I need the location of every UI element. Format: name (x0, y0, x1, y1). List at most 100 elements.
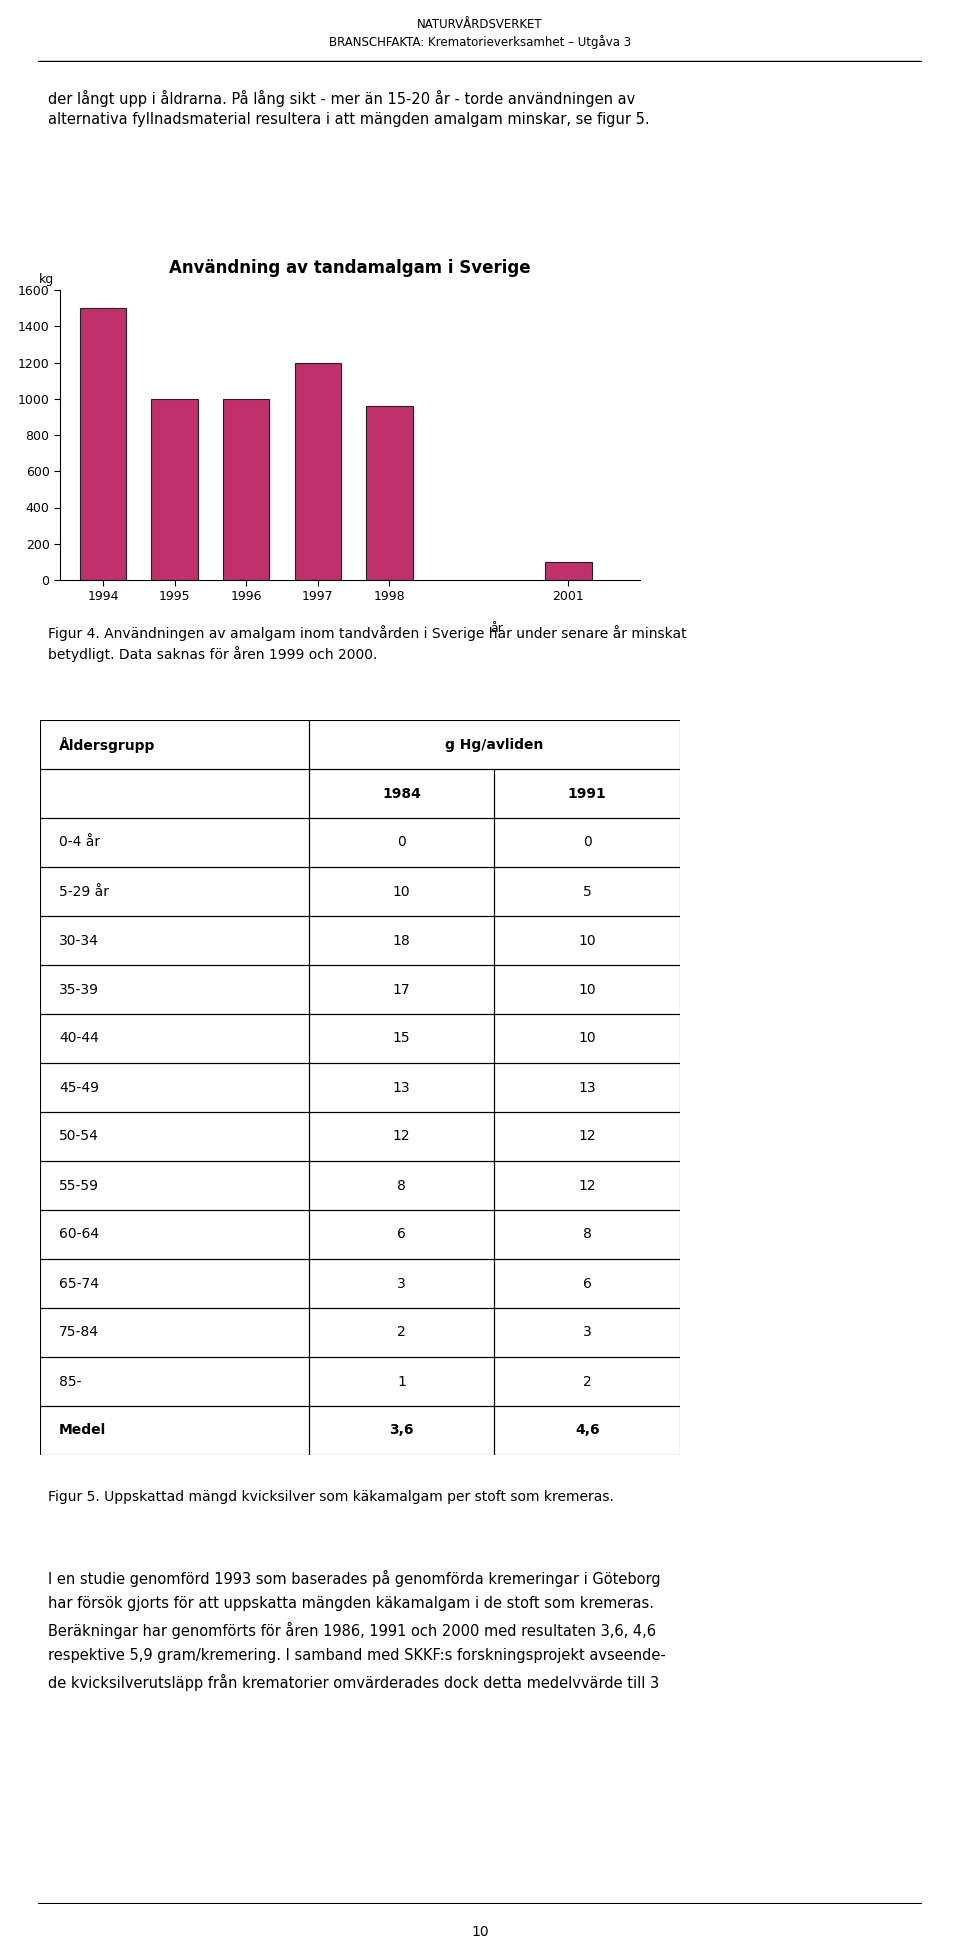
Bar (40, 1407, 309, 1456)
Text: 10: 10 (471, 1926, 489, 1939)
Text: Medel: Medel (60, 1424, 107, 1438)
Text: 3,6: 3,6 (390, 1424, 414, 1438)
Text: Åldersgrupp: Åldersgrupp (60, 737, 156, 752)
Text: 12: 12 (578, 1179, 596, 1193)
Bar (309, 721, 680, 770)
Text: 15: 15 (393, 1032, 411, 1046)
Bar (40, 1113, 309, 1162)
Text: 4,6: 4,6 (575, 1424, 599, 1438)
Text: 3: 3 (397, 1277, 406, 1291)
Bar (40, 819, 309, 868)
Bar (309, 1064, 494, 1113)
Bar (309, 1113, 494, 1162)
Bar (309, 868, 494, 917)
Bar (40, 721, 309, 770)
Text: 12: 12 (578, 1130, 596, 1144)
Bar (494, 966, 680, 1015)
Text: år: år (491, 621, 503, 635)
Text: 45-49: 45-49 (60, 1081, 99, 1095)
Bar (40, 1064, 309, 1113)
Text: 0: 0 (397, 835, 406, 850)
Bar (494, 1309, 680, 1358)
Bar (40, 1162, 309, 1211)
Bar (494, 1015, 680, 1064)
Text: 65-74: 65-74 (60, 1277, 99, 1291)
Text: 0: 0 (583, 835, 591, 850)
Bar (309, 1309, 494, 1358)
Bar (40, 1309, 309, 1358)
Text: 60-64: 60-64 (60, 1228, 99, 1242)
Title: Användning av tandamalgam i Sverige: Användning av tandamalgam i Sverige (169, 259, 531, 278)
Text: 55-59: 55-59 (60, 1179, 99, 1193)
Bar (40, 917, 309, 966)
Text: 50-54: 50-54 (60, 1130, 99, 1144)
Text: respektive 5,9 gram/kremering. I samband med SKKF:s forskningsprojekt avseende-: respektive 5,9 gram/kremering. I samband… (48, 1648, 665, 1663)
Bar (366, 406, 413, 580)
Bar (309, 770, 494, 819)
Text: Figur 5. Uppskattad mängd kvicksilver som käkamalgam per stoft som kremeras.: Figur 5. Uppskattad mängd kvicksilver so… (48, 1491, 613, 1505)
Bar (40, 1358, 309, 1407)
Bar (40, 868, 309, 917)
Bar (494, 770, 680, 819)
Bar (309, 819, 494, 868)
Bar (494, 917, 680, 966)
Bar (40, 770, 309, 819)
Text: 10: 10 (578, 1032, 596, 1046)
Bar (494, 1358, 680, 1407)
Text: Figur 4. Användningen av amalgam inom tandvården i Sverige har under senare år m: Figur 4. Användningen av amalgam inom ta… (48, 625, 686, 662)
Text: Beräkningar har genomförts för åren 1986, 1991 och 2000 med resultaten 3,6, 4,6: Beräkningar har genomförts för åren 1986… (48, 1622, 656, 1640)
Bar (295, 362, 341, 580)
Bar (309, 1260, 494, 1309)
Text: 10: 10 (578, 983, 596, 997)
Bar (40, 1015, 309, 1064)
Bar (309, 966, 494, 1015)
Bar (40, 1260, 309, 1309)
Text: kg: kg (38, 274, 54, 286)
Bar (309, 1211, 494, 1260)
Text: 5-29 år: 5-29 år (60, 885, 109, 899)
Text: 8: 8 (583, 1228, 591, 1242)
Text: de kvicksilverutsläpp från krematorier omvärderades dock detta medelvvärde till : de kvicksilverutsläpp från krematorier o… (48, 1675, 660, 1691)
Bar (80, 308, 126, 580)
Bar (152, 400, 198, 580)
Bar (494, 1064, 680, 1113)
Bar (494, 1211, 680, 1260)
Text: 40-44: 40-44 (60, 1032, 99, 1046)
Text: 13: 13 (393, 1081, 411, 1095)
Bar (40, 1211, 309, 1260)
Text: 10: 10 (393, 885, 411, 899)
Text: g Hg/avliden: g Hg/avliden (445, 737, 543, 752)
Bar (494, 868, 680, 917)
Text: 5: 5 (583, 885, 591, 899)
Text: 12: 12 (393, 1130, 411, 1144)
Bar (223, 400, 270, 580)
Bar (545, 562, 591, 580)
Bar (309, 917, 494, 966)
Bar (309, 1162, 494, 1211)
Text: 2: 2 (397, 1326, 406, 1340)
Bar (494, 1162, 680, 1211)
Text: 6: 6 (583, 1277, 591, 1291)
Bar (40, 966, 309, 1015)
Text: BRANSCHFAKTA: Krematorieverksamhet – Utgåva 3: BRANSCHFAKTA: Krematorieverksamhet – Utg… (329, 35, 631, 49)
Text: 2: 2 (583, 1375, 591, 1389)
Text: 35-39: 35-39 (60, 983, 99, 997)
Text: 6: 6 (397, 1228, 406, 1242)
Bar (494, 819, 680, 868)
Bar (494, 1260, 680, 1309)
Text: 30-34: 30-34 (60, 934, 99, 948)
Text: 3: 3 (583, 1326, 591, 1340)
Bar (494, 1113, 680, 1162)
Bar (309, 1358, 494, 1407)
Text: 0-4 år: 0-4 år (60, 835, 101, 850)
Text: 1991: 1991 (567, 786, 607, 801)
Text: 85-: 85- (60, 1375, 82, 1389)
Text: 10: 10 (578, 934, 596, 948)
Bar (309, 1407, 494, 1456)
Text: 1984: 1984 (382, 786, 421, 801)
Text: 17: 17 (393, 983, 411, 997)
Text: 1: 1 (397, 1375, 406, 1389)
Text: 8: 8 (397, 1179, 406, 1193)
Text: 75-84: 75-84 (60, 1326, 99, 1340)
Text: I en studie genomförd 1993 som baserades på genomförda kremeringar i Göteborg: I en studie genomförd 1993 som baserades… (48, 1569, 660, 1587)
